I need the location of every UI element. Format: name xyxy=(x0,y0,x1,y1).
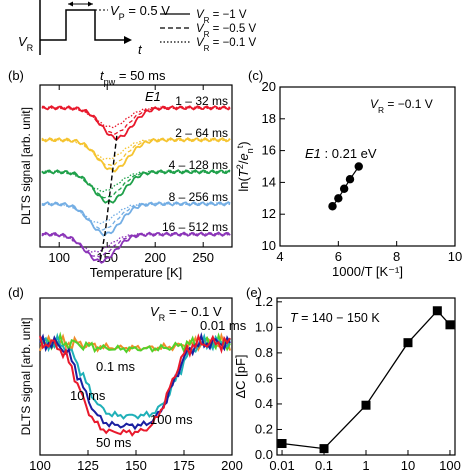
temperature-annotation: T = 140 − 150 K xyxy=(290,311,380,325)
x-tick-label-3: 10 xyxy=(448,249,462,264)
data-point-1 xyxy=(334,194,343,203)
panel-label-b: (b) xyxy=(8,68,24,83)
x-tick-label-3: 250 xyxy=(192,250,214,265)
y-axis-label: DLTS signal [arb. unit] xyxy=(19,107,33,225)
x-tick-label-1: 6 xyxy=(335,249,342,264)
series-3-trace-2 xyxy=(41,202,231,225)
series-label-4: 50 ms xyxy=(96,435,132,450)
series-label-3: 100 ms xyxy=(150,412,193,427)
y-axis-label: ΔC [pF] xyxy=(233,354,248,398)
panel-label-d: (d) xyxy=(8,285,24,300)
x-tick-label-3: 10 xyxy=(401,458,415,473)
data-point-1 xyxy=(319,444,329,454)
x-axis-label: 1000/T [K⁻¹] xyxy=(332,264,403,279)
series-label-2: 4 – 128 ms xyxy=(169,158,228,172)
x-axis-label: Temperature [K] xyxy=(90,265,183,280)
y-tick-label-2: 0.4 xyxy=(255,396,273,411)
data-point-2 xyxy=(361,400,371,410)
series-0-trace-2 xyxy=(41,106,231,129)
e1-annotation: E1 xyxy=(145,89,161,104)
y-axis-label: DLTS signal [arb. unit] xyxy=(19,318,33,436)
data-point-4 xyxy=(354,162,363,171)
y-tick-label-4: 18 xyxy=(262,111,276,126)
series-label-4: 16 – 512 ms xyxy=(162,220,228,234)
title-tpw: tpw = 50 ms xyxy=(100,68,166,87)
data-point-2 xyxy=(339,184,349,193)
pulse-width-arrowheads xyxy=(68,1,93,7)
series-label-0: 0.01 ms xyxy=(200,318,247,333)
x-tick-label-1: 0.1 xyxy=(315,458,333,473)
legend-label-2: VR = −0.1 V xyxy=(196,37,256,53)
x-tick-label-2: 8 xyxy=(393,249,400,264)
series-trace-3 xyxy=(39,332,231,431)
series-trace-4 xyxy=(39,333,231,437)
e1-annotation: E1 : 0.21 eV xyxy=(305,146,377,161)
x-tick-label-1: 125 xyxy=(77,458,99,473)
y-tick-label-5: 20 xyxy=(262,79,276,94)
data-point-3 xyxy=(345,175,355,184)
t-label: t xyxy=(138,42,143,57)
legend-label-1: VR = −0.5 V xyxy=(196,23,256,39)
x-tick-label-3: 175 xyxy=(173,458,195,473)
data-point-5 xyxy=(445,320,455,330)
y-tick-label-0: 0.0 xyxy=(255,447,273,462)
data-point-0 xyxy=(277,439,287,449)
series-1-trace-2 xyxy=(41,138,231,160)
data-point-4 xyxy=(432,306,442,316)
x-tick-label-2: 200 xyxy=(144,250,166,265)
vr-annotation: VR = − 0.1 V xyxy=(150,304,222,323)
legend-label-0: VR = −1 V xyxy=(196,9,247,25)
data-point-3 xyxy=(403,338,413,348)
vr-label: VR xyxy=(18,34,34,53)
y-tick-label-4: 0.8 xyxy=(255,345,273,360)
x-tick-label-0: 100 xyxy=(29,458,51,473)
panel-a-pulse-schematic: VP = 0.5 V VR t VR = −1 VVR = −0.5 VVR = −0… xyxy=(18,0,256,57)
panel-c-arrhenius-plot: 4 6 8 10 10 12 14 16 18 20 1000/T [K⁻¹] ln(T2/ent) (… xyxy=(235,68,462,279)
series-label-1: 0.1 ms xyxy=(96,359,136,374)
y-tick-label-1: 0.2 xyxy=(255,421,273,436)
y-tick-label-0: 10 xyxy=(262,238,276,253)
y-tick-label-6: 1.2 xyxy=(255,294,273,309)
series-3-trace-0 xyxy=(41,201,231,237)
panel-label-e: (e) xyxy=(246,285,262,300)
y-tick-label-5: 1.0 xyxy=(255,319,273,334)
time-arrowhead xyxy=(124,36,132,44)
x-tick-label-0: 0.01 xyxy=(269,458,294,473)
panel-e-capacitance-change: 0.01 0.1 1 10 100 0.0 0.2 0.4 0.6 0.8 1.0 1.2 ΔC [pF… xyxy=(233,285,461,473)
plot-frame xyxy=(279,86,456,247)
series-2-trace-2 xyxy=(41,170,231,193)
data-point-0 xyxy=(328,202,337,211)
x-tick-label-4: 200 xyxy=(221,458,243,473)
series-4-trace-1 xyxy=(41,232,231,258)
x-tick-label-4: 100 xyxy=(439,458,461,473)
x-tick-label-2: 1 xyxy=(362,458,369,473)
pulse-waveform xyxy=(40,9,128,41)
series-label-3: 8 – 256 ms xyxy=(169,190,228,204)
x-tick-label-0: 4 xyxy=(276,249,283,264)
vp-label: VP = 0.5 V xyxy=(110,3,170,22)
y-tick-label-1: 12 xyxy=(262,206,276,221)
panel-d-dlts-pulse-width: 100 125 150 175 200 DLTS signal [arb. unit] (d… xyxy=(8,285,247,473)
series-label-0: 1 – 32 ms xyxy=(175,94,228,108)
x-tick-label-2: 150 xyxy=(125,458,147,473)
series-0-trace-0 xyxy=(41,105,231,141)
series-label-1: 2 – 64 ms xyxy=(175,126,228,140)
y-tick-label-3: 16 xyxy=(262,143,276,158)
plot-frame xyxy=(39,84,233,248)
vr-annotation: VR = −0.1 V xyxy=(370,97,433,115)
x-tick-label-0: 100 xyxy=(48,250,70,265)
e1-trend-line xyxy=(99,135,118,260)
y-tick-label-3: 0.6 xyxy=(255,370,273,385)
connecting-line xyxy=(281,309,451,450)
y-tick-label-2: 14 xyxy=(262,174,276,189)
panel-label-c: (c) xyxy=(248,68,263,83)
y-axis-label: ln(T2/ent) xyxy=(235,141,255,191)
series-label-2: 10 ms xyxy=(70,388,106,403)
